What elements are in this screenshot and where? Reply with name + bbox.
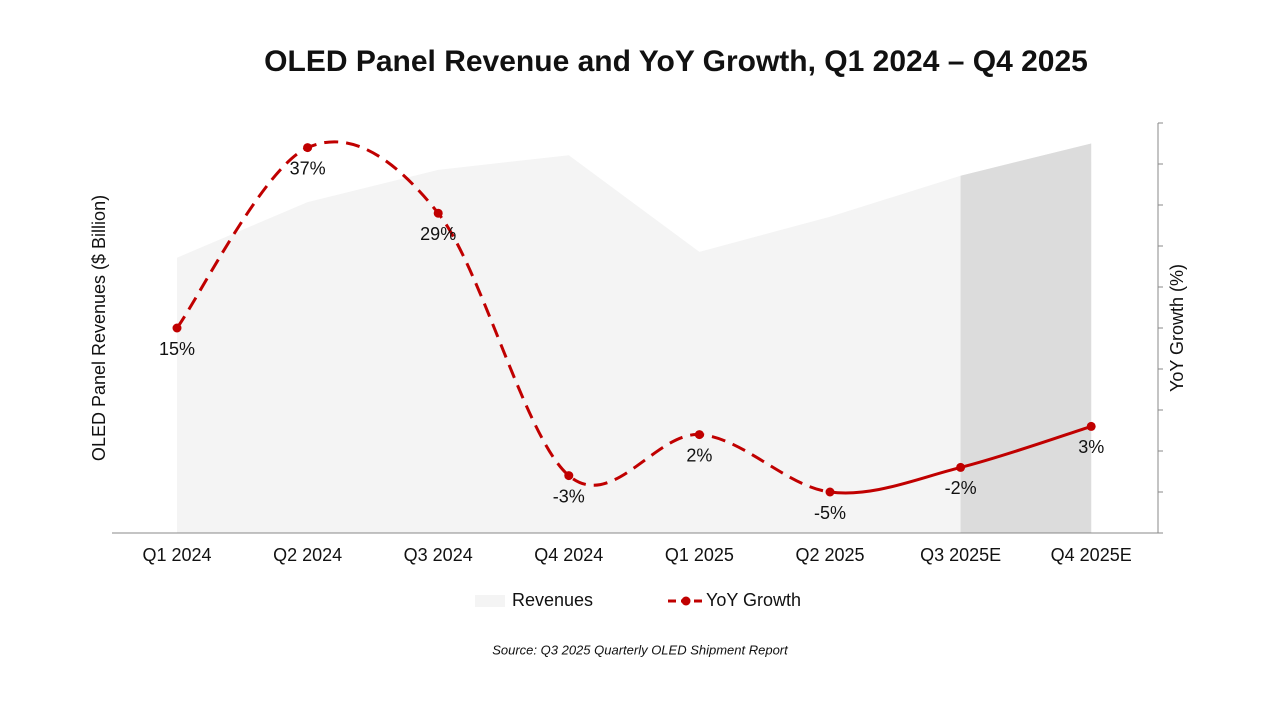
x-tick-label: Q3 2024 [404, 545, 473, 565]
data-label: 29% [420, 224, 456, 244]
x-tick-label: Q4 2024 [534, 545, 603, 565]
x-tick-label: Q3 2025E [920, 545, 1001, 565]
x-tick-label: Q4 2025E [1051, 545, 1132, 565]
data-label: 3% [1078, 437, 1104, 457]
yoy-point [1086, 421, 1096, 431]
data-label: -3% [553, 486, 585, 506]
source-note: Source: Q3 2025 Quarterly OLED Shipment … [492, 642, 789, 657]
legend-dot [681, 596, 691, 606]
x-tick-label: Q2 2025 [795, 545, 864, 565]
x-tick-label: Q2 2024 [273, 545, 342, 565]
yoy-point [564, 471, 574, 481]
y-axis-title: OLED Panel Revenues ($ Billion) [89, 195, 109, 461]
data-label: 2% [686, 445, 712, 465]
legend-label: YoY Growth [706, 590, 801, 610]
yoy-point [825, 487, 835, 497]
data-label: -2% [945, 478, 977, 498]
x-tick-label: Q1 2025 [665, 545, 734, 565]
yoy-point [172, 323, 182, 333]
x-tick-label: Q1 2024 [142, 545, 211, 565]
data-label: -5% [814, 503, 846, 523]
revenue-area [177, 143, 1092, 533]
yoy-point [433, 208, 443, 218]
legend-label: Revenues [512, 590, 593, 610]
yoy-point [956, 462, 966, 472]
data-label: 37% [290, 158, 326, 178]
y2-axis-title: YoY Growth (%) [1167, 264, 1187, 392]
estimate-area [960, 143, 1092, 533]
chart-title: OLED Panel Revenue and YoY Growth, Q1 20… [264, 45, 1088, 78]
yoy-point [303, 143, 313, 153]
legend-item: Revenues [475, 590, 593, 610]
legend-item: YoY Growth [668, 590, 801, 610]
yoy-point [694, 430, 704, 440]
data-label: 15% [159, 339, 195, 359]
legend-swatch [475, 595, 505, 607]
